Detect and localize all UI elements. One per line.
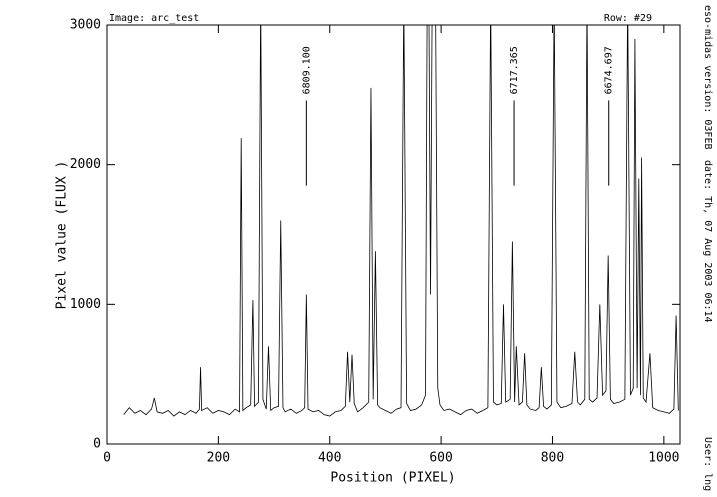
user-note: User: lng: [702, 437, 713, 491]
spectrum-line: [123, 25, 679, 417]
x-tick-label: 400: [318, 451, 341, 466]
y-axis-label: Pixel value (FLUX ): [55, 161, 70, 310]
x-tick-label: 800: [541, 451, 564, 466]
x-axis-label: Position (PIXEL): [330, 471, 455, 486]
date-note: date: Th, 07 Aug 2003 06:14: [702, 160, 713, 323]
plot-frame: [106, 24, 681, 445]
line-id-label: 6674.697: [604, 46, 615, 94]
image-label: Image: arc_test: [109, 13, 199, 24]
row-label: Row: #29: [604, 13, 652, 24]
x-tick-label: 600: [429, 451, 452, 466]
x-tick-label: 200: [207, 451, 230, 466]
x-tick-label: 1000: [648, 451, 679, 466]
version-note: eso-midas version: 03FEB: [702, 5, 713, 150]
line-id-label: 6809.100: [301, 46, 312, 94]
line-id-label: 6717.365: [509, 46, 520, 94]
y-tick-label: 1000: [70, 297, 101, 312]
y-tick-label: 2000: [70, 157, 101, 172]
x-tick-label: 0: [103, 451, 111, 466]
y-tick-label: 0: [93, 437, 101, 452]
y-tick-label: 3000: [70, 18, 101, 33]
